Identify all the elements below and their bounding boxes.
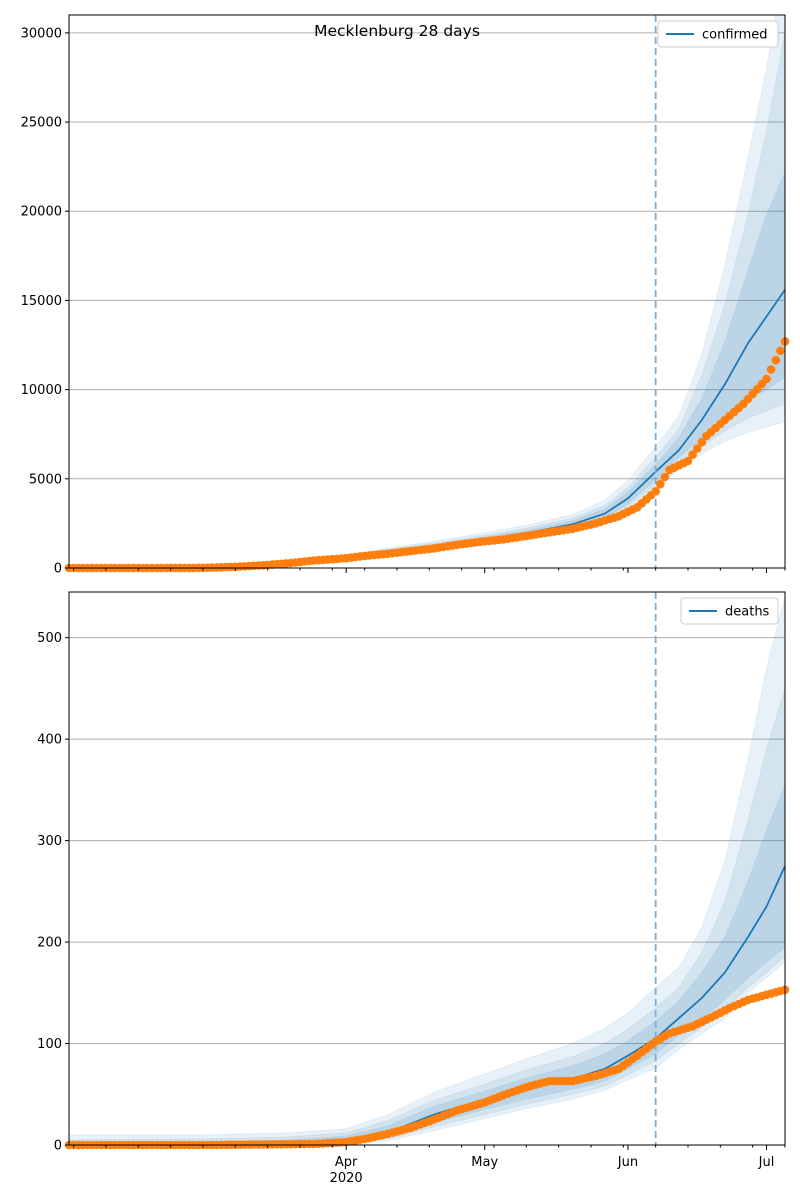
axes-frame xyxy=(68,14,786,569)
observed-point xyxy=(762,374,771,384)
x-tick-label: Jul xyxy=(758,1155,775,1170)
y-tick-label: 0 xyxy=(54,562,62,577)
y-tick-label: 100 xyxy=(37,1037,62,1052)
chart-title: Mecklenburg 28 days xyxy=(314,22,480,40)
observed-points xyxy=(64,985,790,1150)
axes-frame xyxy=(68,591,786,1146)
observed-point xyxy=(776,346,785,356)
y-tick-label: 25000 xyxy=(21,116,62,131)
legend: confirmed xyxy=(657,20,779,48)
legend-box xyxy=(680,597,779,625)
y-axis: 0 100 200 300 400 500 xyxy=(37,631,69,1154)
legend-box xyxy=(657,20,779,48)
legend-label: deaths xyxy=(725,605,770,620)
observed-point xyxy=(651,487,660,496)
uncertainty-band xyxy=(69,596,785,1145)
confirmed-panel: 0 5000 10000 15000 20000 25000 30000 Mecklenbu… xyxy=(21,14,790,577)
y-tick-label: 15000 xyxy=(21,294,62,309)
observed-point xyxy=(683,456,693,466)
y-tick-label: 10000 xyxy=(21,383,62,398)
observed-point xyxy=(771,355,781,365)
y-tick-label: 20000 xyxy=(21,205,62,220)
y-tick-label: 400 xyxy=(37,733,62,748)
observed-point xyxy=(688,450,697,460)
y-tick-label: 300 xyxy=(37,834,62,849)
uncertainty-band xyxy=(69,688,785,1145)
y-tick-label: 0 xyxy=(54,1139,62,1154)
x-tick-sublabel: 2020 xyxy=(330,1171,363,1186)
observed-point xyxy=(766,365,776,374)
grid-lines xyxy=(69,637,785,1045)
x-tick-label: Apr xyxy=(335,1155,358,1170)
observed-point xyxy=(660,472,670,482)
y-tick-label: 500 xyxy=(37,631,62,646)
y-tick-label: 5000 xyxy=(29,472,62,487)
y-tick-label: 200 xyxy=(37,936,62,951)
x-axis xyxy=(73,568,786,573)
x-tick-label: May xyxy=(471,1155,498,1170)
legend-label: confirmed xyxy=(702,28,768,43)
x-tick-label: Jun xyxy=(617,1155,638,1170)
observed-point xyxy=(692,444,702,453)
observed-point xyxy=(656,479,665,489)
y-axis: 0 5000 10000 15000 20000 25000 30000 xyxy=(21,26,69,577)
observed-point xyxy=(697,437,707,447)
legend: deaths xyxy=(680,597,779,625)
y-tick-label: 30000 xyxy=(21,26,62,41)
